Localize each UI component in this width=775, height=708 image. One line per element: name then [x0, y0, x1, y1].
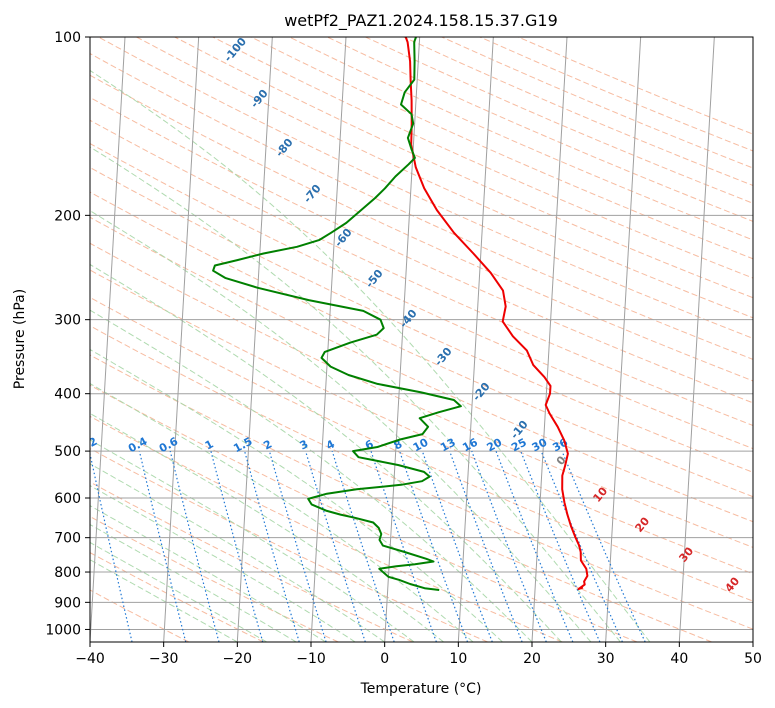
- mixing-ratio-line: [449, 450, 523, 642]
- mixing-ratio-line: [370, 450, 437, 642]
- y-tick-label: 300: [54, 313, 81, 329]
- y-tick-label: 200: [54, 208, 81, 224]
- dry-adiabat-line: [90, 448, 488, 642]
- y-tick-label: 500: [54, 444, 81, 460]
- y-tick-label: 100: [54, 30, 81, 46]
- y-axis-label: Pressure (hPa): [12, 289, 28, 389]
- mixing-ratio-line: [305, 450, 366, 642]
- moist-adiabat-line: [90, 348, 503, 642]
- mixing-ratio-line: [331, 450, 395, 642]
- dry-adiabat-line: [90, 296, 753, 602]
- moist-adiabat-line: [90, 210, 592, 642]
- moist-adiabat-line: [90, 505, 326, 642]
- mixing-ratio-label: 13: [438, 436, 458, 455]
- moist-adiabat-line: [90, 263, 562, 642]
- moist-adiabat-line: [90, 439, 415, 642]
- y-tick-label: 400: [54, 387, 81, 403]
- mixing-ratio-line: [561, 450, 646, 642]
- x-tick-label: 20: [523, 651, 541, 667]
- moist-adiabat-line: [90, 559, 238, 642]
- mixing-ratio-line: [471, 450, 547, 642]
- isotherm-line: [531, 37, 568, 642]
- moist-adiabat-line: [90, 412, 444, 642]
- y-tick-label: 600: [54, 491, 81, 507]
- dry-adiabat-line: [90, 74, 753, 382]
- x-tick-label: 0: [380, 651, 389, 667]
- dry-adiabat-line: [90, 166, 753, 473]
- mixing-ratio-line: [244, 450, 300, 642]
- dry-adiabat-line: [90, 52, 753, 360]
- moist-adiabat-line: [90, 463, 385, 642]
- y-tick-label: 900: [54, 595, 81, 611]
- dry-adiabat-line: [90, 119, 753, 427]
- mixing-ratio-line: [495, 450, 574, 642]
- mixing-ratio-line: [540, 450, 623, 642]
- x-tick-label: −10: [296, 651, 326, 667]
- x-tick-label: 10: [449, 651, 467, 667]
- mixing-ratio-line: [210, 450, 264, 642]
- dry-adiabat-line: [90, 242, 753, 548]
- chart-title: wetPf2_PAZ1.2024.158.15.37.G19: [284, 11, 558, 31]
- mixing-ratio-label: 30: [530, 436, 550, 455]
- mixing-ratio-label: 10: [411, 436, 431, 455]
- dry-adiabat-line: [90, 216, 753, 523]
- isotherm-line: [384, 37, 421, 642]
- axes: −40 −30 −20 −10 0 10 20 30 40 50 100 200 300 400 500 60…: [45, 30, 762, 667]
- x-axis-label: Temperature (°C): [360, 681, 482, 697]
- dry-adiabat-line: [90, 552, 264, 642]
- x-tick-label: 50: [744, 651, 762, 667]
- isotherm-line: [163, 37, 200, 642]
- mixing-ratio-line: [169, 450, 220, 642]
- x-tick-label: −40: [75, 651, 105, 667]
- moist-adiabat-line: [90, 382, 474, 642]
- isotherm-line: [310, 37, 347, 642]
- dry-adiabat-line: [90, 415, 563, 642]
- isotherm-line: [678, 37, 715, 642]
- dewpoint-profile-line: [212, 37, 462, 591]
- moist-adiabat-line: [90, 523, 297, 642]
- dry-adiabat-line: [90, 384, 638, 642]
- x-tick-label: −30: [149, 651, 179, 667]
- plot-frame: [89, 36, 754, 643]
- mixing-ratio-label: 16: [460, 436, 480, 455]
- isotherm-line: [605, 37, 642, 642]
- mixing-ratio-line: [268, 450, 327, 642]
- mixing-ratio-line: [399, 450, 469, 642]
- y-tick-label: 1000: [45, 622, 81, 638]
- x-tick-label: 30: [597, 651, 615, 667]
- isotherm-line: [236, 37, 273, 642]
- isotherm-line: [90, 37, 126, 642]
- mixing-ratio-line: [520, 450, 601, 642]
- mixing-ratio-label: 0.2: [76, 435, 99, 456]
- dry-adiabat-line: [90, 354, 712, 642]
- x-tick-label: −20: [223, 651, 253, 667]
- y-tick-label: 700: [54, 531, 81, 547]
- mixing-ratio-label: 25: [509, 436, 529, 455]
- temperature-profile-line: [404, 37, 589, 591]
- x-tick-label: 40: [670, 651, 688, 667]
- dry-adiabat-line: [90, 589, 190, 642]
- mixing-ratio-line: [90, 451, 133, 642]
- mixing-ratio-label: 36: [550, 436, 570, 455]
- y-tick-label: 800: [54, 565, 81, 581]
- moist-adiabat-line: [90, 146, 621, 642]
- moist-adiabat-line: [90, 541, 268, 642]
- isotherm-line: [457, 37, 494, 642]
- plot-area: 0.10.20.40.611.52346810131620253036-100-…: [76, 37, 753, 642]
- mixing-ratio-line: [421, 450, 493, 642]
- mixing-ratio-line: [138, 450, 187, 642]
- mixing-ratio-label: 20: [485, 436, 505, 455]
- dry-adiabat-line: [136, 37, 753, 319]
